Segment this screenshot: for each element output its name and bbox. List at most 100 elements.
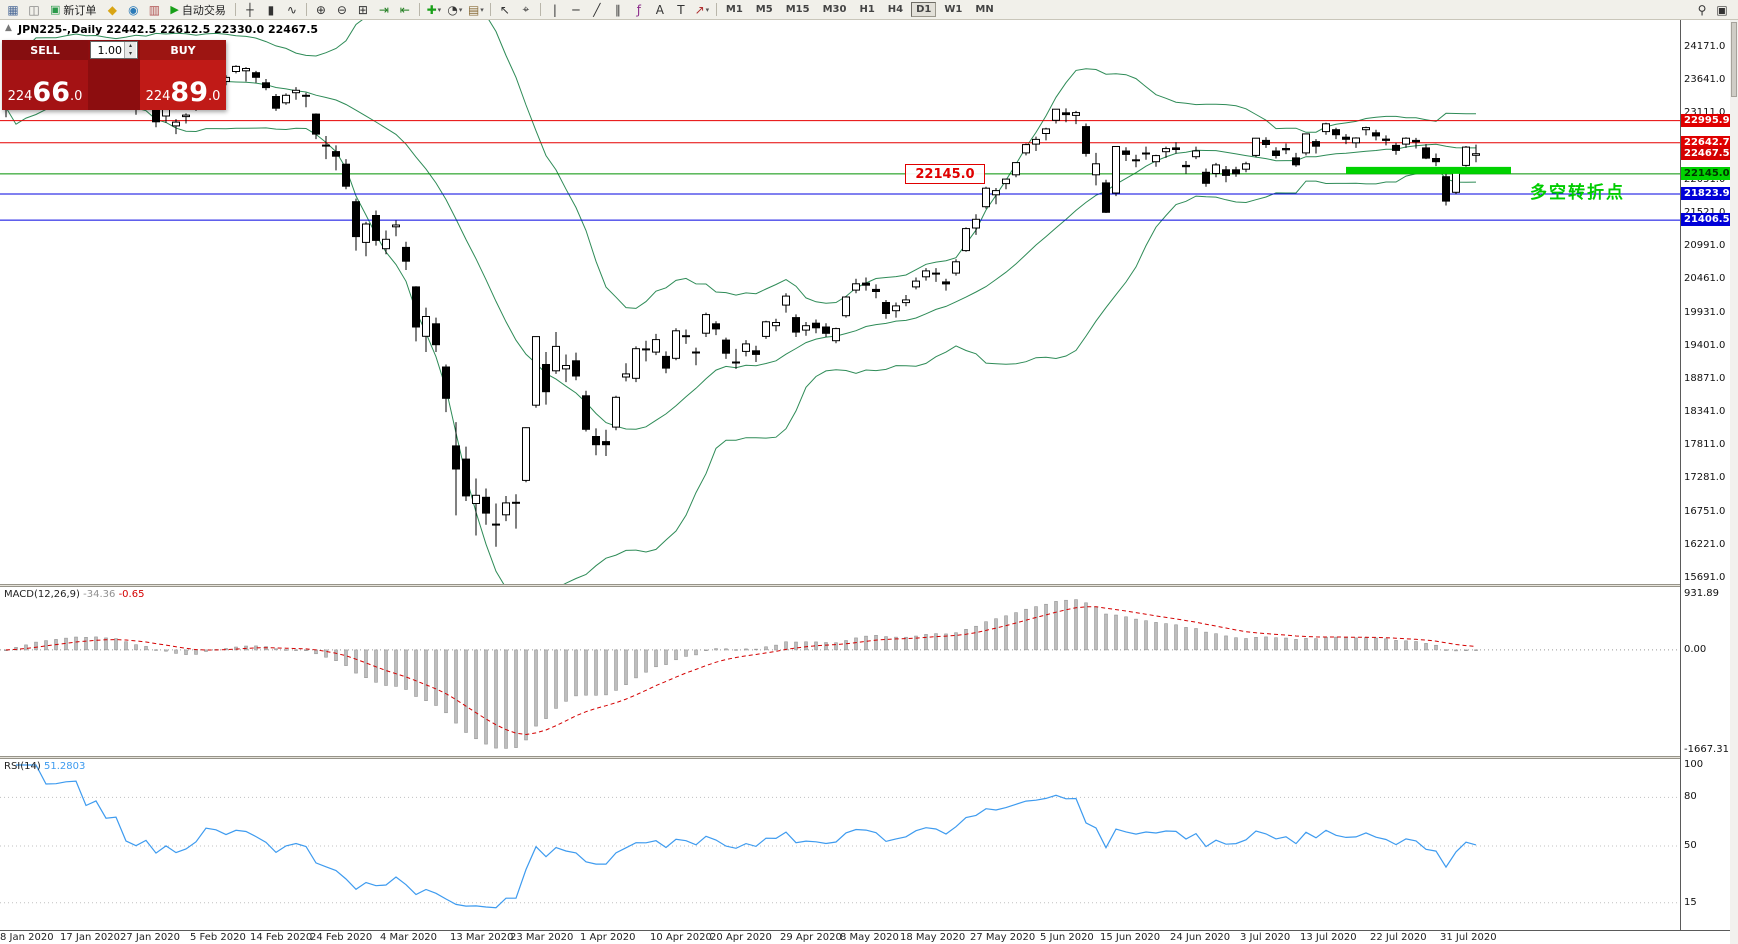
vertical-line-icon[interactable]: | bbox=[552, 2, 557, 17]
rsi-axis-label: 100 bbox=[1684, 759, 1704, 770]
text-label-icon[interactable]: T bbox=[677, 2, 685, 17]
scrollbar-thumb[interactable] bbox=[1731, 22, 1737, 97]
trade-panel-collapse-icon[interactable]: ▲ bbox=[5, 23, 12, 33]
rsi-pane[interactable]: RSI(14) 51.2803 bbox=[0, 759, 1680, 930]
periods-icon[interactable]: ◔ ▾ bbox=[447, 2, 463, 17]
new-chart-icon[interactable]: ▣ bbox=[1716, 2, 1728, 17]
timeframe-mn-button[interactable]: MN bbox=[975, 4, 994, 15]
tile-windows-icon[interactable]: ⊞ bbox=[357, 2, 368, 17]
price-tick-label: 23111.0 bbox=[1684, 107, 1726, 118]
zoom-out-icon[interactable]: ⊖ bbox=[336, 2, 347, 17]
timeframe-m30-button[interactable]: M30 bbox=[822, 4, 847, 15]
toolbar-right-icons: ⚲ ▣ bbox=[1692, 1, 1732, 18]
toolbar-separator bbox=[489, 3, 491, 16]
expert-advisors-icon[interactable]: ◆ bbox=[107, 2, 118, 17]
scrollbar[interactable] bbox=[1730, 20, 1738, 944]
price-chart-pane[interactable]: ▲ JPN225-,Daily 22442.5 22612.5 22330.0 … bbox=[0, 20, 1680, 584]
price-tag-22145.0: 22145.0 bbox=[1681, 167, 1731, 180]
search-icon[interactable]: ⚲ bbox=[1697, 2, 1707, 17]
volume-up-button[interactable]: ▴ bbox=[125, 42, 136, 50]
pane-splitter[interactable] bbox=[0, 756, 1738, 759]
channel-icon[interactable]: ∥ bbox=[614, 2, 621, 17]
candles bbox=[2, 50, 1480, 547]
autotrading-button[interactable]: ▶ 自动交易 bbox=[170, 3, 226, 17]
price-tag-22642.7: 22642.7 bbox=[1681, 136, 1731, 149]
rsi-axis-label: 15 bbox=[1684, 897, 1697, 908]
macd-signal-line bbox=[5, 606, 1477, 736]
zoom-in-icon[interactable]: ⊕ bbox=[315, 2, 326, 17]
price-tick-label: 15691.0 bbox=[1684, 572, 1726, 583]
buy-price-big: 89 bbox=[170, 77, 208, 109]
date-label: 10 Apr 2020 bbox=[650, 932, 712, 943]
timeframe-h4-button[interactable]: H4 bbox=[887, 4, 904, 15]
market-watch-icon[interactable]: ◉ bbox=[128, 2, 139, 17]
volume-down-button[interactable]: ▾ bbox=[125, 50, 136, 58]
price-tick-label: 21521.0 bbox=[1684, 207, 1725, 218]
macd-name: MACD(12,26,9) bbox=[4, 589, 80, 600]
turning-point-label[interactable]: 多空转折点 bbox=[1530, 183, 1625, 203]
timeframe-m15-button[interactable]: M15 bbox=[785, 4, 810, 15]
toolbar-buttons: ▦ ◫ ▣ 新订单 ◆ ◉ ▥ ▶ 自动交易 ┼ ▮ ∿ ⊕ ⊖ ⊞ ⇥ ⇤ ✚ ▾ ◔ ▾ ▤ ▾ ↖ ⌖ | ─ ╱ ∥ ƒ A T ↗ ▾ bbox=[3, 1, 720, 18]
bar-chart-icon[interactable]: ┼ bbox=[246, 2, 254, 17]
line-chart-icon[interactable]: ∿ bbox=[286, 2, 297, 17]
date-label: 24 Jun 2020 bbox=[1170, 932, 1231, 943]
date-label: 5 Jun 2020 bbox=[1040, 932, 1094, 943]
date-label: 17 Jan 2020 bbox=[60, 932, 120, 943]
date-label: 14 Feb 2020 bbox=[250, 932, 313, 943]
date-label: 27 Jan 2020 bbox=[120, 932, 180, 943]
candlestick-chart-canvas[interactable] bbox=[0, 20, 1680, 584]
chart-shift-icon[interactable]: ⇤ bbox=[399, 2, 410, 17]
auto-scroll-icon[interactable]: ⇥ bbox=[378, 2, 389, 17]
arrows-icon[interactable]: ↗ ▾ bbox=[694, 2, 710, 17]
price-tick-label: 23641.0 bbox=[1684, 74, 1726, 85]
date-label: 3 Jul 2020 bbox=[1240, 932, 1291, 943]
macd-axis-label: 0.00 bbox=[1684, 644, 1707, 655]
timeframe-w1-button[interactable]: W1 bbox=[944, 4, 963, 15]
rsi-value: 51.2803 bbox=[43, 761, 86, 772]
pane-splitter[interactable] bbox=[0, 584, 1738, 587]
templates-icon[interactable]: ▤ ▾ bbox=[467, 2, 484, 17]
price-tick-label: 17281.0 bbox=[1684, 472, 1726, 483]
price-tick-label: 20991.0 bbox=[1684, 240, 1726, 251]
price-tick-label: 19401.0 bbox=[1684, 340, 1726, 351]
new-order-button[interactable]: ▣ 新订单 bbox=[50, 3, 97, 17]
date-label: 23 Mar 2020 bbox=[510, 932, 574, 943]
price-tick-label: 17811.0 bbox=[1684, 439, 1726, 450]
date-label: 18 May 2020 bbox=[900, 932, 966, 943]
timeframe-h1-button[interactable]: H1 bbox=[859, 4, 875, 15]
sell-price-prefix: 224 bbox=[7, 89, 33, 104]
macd-canvas[interactable] bbox=[0, 587, 1680, 756]
indicators-icon[interactable]: ✚ ▾ bbox=[426, 2, 442, 17]
timeframe-m5-button[interactable]: M5 bbox=[755, 4, 773, 15]
sell-button[interactable]: SELL 224 66.0 bbox=[2, 40, 88, 110]
cursor-icon[interactable]: ↖ bbox=[499, 2, 510, 17]
macd-indicator-label: MACD(12,26,9) -34.36 -0.65 bbox=[4, 589, 144, 600]
volume-input[interactable] bbox=[91, 42, 124, 58]
date-label: 8 May 2020 bbox=[840, 932, 899, 943]
fibonacci-icon[interactable]: ƒ bbox=[636, 2, 641, 17]
macd-histogram bbox=[4, 599, 1478, 749]
price-tick-label: 18341.0 bbox=[1684, 406, 1726, 417]
date-label: 22 Jul 2020 bbox=[1370, 932, 1427, 943]
rsi-canvas[interactable] bbox=[0, 759, 1680, 930]
text-icon[interactable]: A bbox=[655, 2, 664, 17]
time-axis[interactable]: 8 Jan 2020 17 Jan 2020 27 Jan 2020 5 Feb 20… bbox=[0, 930, 1730, 944]
date-label: 8 Jan 2020 bbox=[0, 932, 54, 943]
price-annotation[interactable]: 22145.0 bbox=[905, 164, 985, 184]
price-axis[interactable]: 24171.023641.023111.022581.022051.021521… bbox=[1680, 20, 1731, 930]
profiles-icon[interactable]: ◫ bbox=[28, 2, 40, 17]
horizontal-line-icon[interactable]: ─ bbox=[572, 2, 580, 17]
timeframe-d1-button[interactable]: D1 bbox=[911, 2, 937, 17]
candlestick-chart-icon[interactable]: ▮ bbox=[267, 2, 275, 17]
chart-window-icon[interactable]: ▦ bbox=[7, 2, 19, 17]
macd-pane[interactable]: MACD(12,26,9) -34.36 -0.65 bbox=[0, 587, 1680, 756]
macd-axis-label: -1667.31 bbox=[1684, 744, 1729, 755]
data-window-icon[interactable]: ▥ bbox=[148, 2, 161, 17]
crosshair-icon[interactable]: ⌖ bbox=[522, 2, 530, 16]
timeframe-m1-button[interactable]: M1 bbox=[725, 4, 743, 15]
trendline-icon[interactable]: ╱ bbox=[593, 2, 601, 17]
date-label: 5 Feb 2020 bbox=[190, 932, 246, 943]
price-tag-21406.5: 21406.5 bbox=[1681, 213, 1731, 226]
buy-button[interactable]: BUY 224 89.0 bbox=[140, 40, 226, 110]
buy-label: BUY bbox=[140, 40, 226, 60]
